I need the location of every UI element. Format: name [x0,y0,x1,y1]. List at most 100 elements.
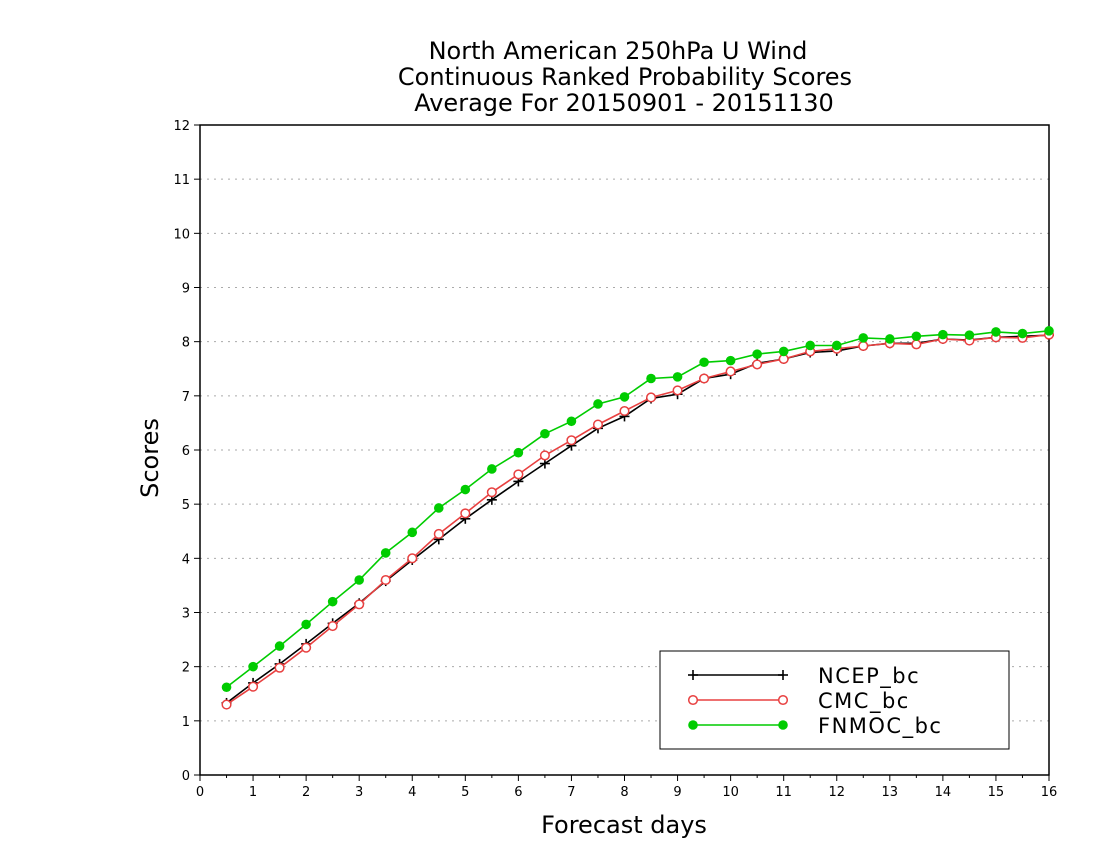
y-axis-label: Scores [136,418,164,498]
data-point [592,419,604,430]
data-point [433,528,444,540]
y-tick-label: 11 [173,173,190,188]
data-point [354,575,364,585]
data-point [566,416,577,427]
data-point [725,355,736,366]
data-point [991,327,1001,337]
legend-marker [777,694,789,706]
legend-marker [688,720,698,730]
legend-marker [688,670,698,680]
data-point [460,484,471,495]
data-point [778,346,789,357]
x-axis-ticks: 0 1 2 3 4 5 6 7 8 9 10 11 12 13 14 15 16 [196,775,1057,800]
legend-item: CMC_bc [687,689,910,714]
data-point [380,548,391,558]
chart-title-line-2: Continuous Ranked Probability Scores [398,63,852,91]
plot-frame [199,124,1050,776]
data-point [911,339,922,350]
data-point [354,599,365,610]
y-tick-label: 9 [182,282,190,297]
x-tick-label: 16 [1041,785,1058,800]
data-point [486,487,497,498]
data-point [805,340,816,351]
series-fnmoc-bc [221,326,1054,693]
legend-marker [778,720,788,730]
y-tick-label: 7 [182,390,190,405]
data-point [619,405,630,417]
x-tick-label: 0 [196,785,204,800]
data-point [858,340,869,352]
x-tick-label: 10 [722,785,739,800]
data-point [672,385,683,396]
data-point [460,508,471,519]
legend-marker [687,694,699,706]
data-point [540,428,550,439]
x-tick-label: 4 [408,785,416,800]
data-point [938,329,948,340]
x-tick-label: 11 [775,785,792,800]
x-tick-label: 2 [302,785,310,800]
data-point [646,373,656,384]
y-tick-label: 8 [182,336,190,351]
data-point [911,331,922,342]
data-point [699,373,710,384]
data-point [407,527,418,538]
data-point [725,366,736,377]
legend-label: FNMOC_bc [818,714,942,739]
data-point [539,450,550,461]
y-tick-label: 3 [182,607,190,622]
legend-label: NCEP_bc [818,664,920,689]
data-point [885,334,895,344]
data-point [593,399,603,409]
data-point [274,641,285,651]
data-point [327,620,338,632]
data-point [1017,328,1028,339]
legend-marker [778,670,788,680]
x-tick-label: 13 [882,785,899,800]
data-point [831,340,842,351]
x-tick-label: 3 [355,785,363,800]
data-point [964,330,975,340]
data-point [380,574,391,586]
x-tick-label: 6 [514,785,522,800]
data-point [752,359,763,370]
x-tick-label: 8 [620,785,628,800]
data-point [248,661,258,672]
x-tick-label: 1 [249,785,257,800]
y-tick-label: 0 [182,769,190,784]
legend-item: FNMOC_bc [688,714,942,739]
data-point [274,662,285,673]
data-point [487,464,497,474]
x-tick-label: 12 [828,785,845,800]
data-point [513,447,524,458]
data-point [433,503,444,513]
y-tick-label: 5 [182,498,190,513]
data-point [645,392,657,403]
legend-label: CMC_bc [818,689,910,714]
data-point [407,553,418,564]
legend-item: NCEP_bc [688,664,920,689]
data-point [672,372,683,382]
data-point [301,642,312,653]
x-tick-label: 14 [935,785,952,800]
x-tick-label: 9 [673,785,681,800]
data-point [221,682,232,693]
y-tick-label: 1 [182,715,190,730]
data-point [752,349,762,359]
x-tick-label: 7 [567,785,575,800]
data-point [301,619,311,630]
y-tick-label: 6 [182,444,190,459]
data-point [327,596,338,607]
data-point [699,357,709,368]
y-tick-label: 2 [182,661,190,676]
chart-title-line-3: Average For 20150901 - 20151130 [414,89,834,117]
data-point [221,699,232,710]
chart-title-line-1: North American 250hPa U Wind [429,37,808,65]
x-tick-label: 15 [988,785,1005,800]
data-point [858,333,869,343]
data-point [1044,326,1054,336]
x-axis-label: Forecast days [541,811,707,839]
